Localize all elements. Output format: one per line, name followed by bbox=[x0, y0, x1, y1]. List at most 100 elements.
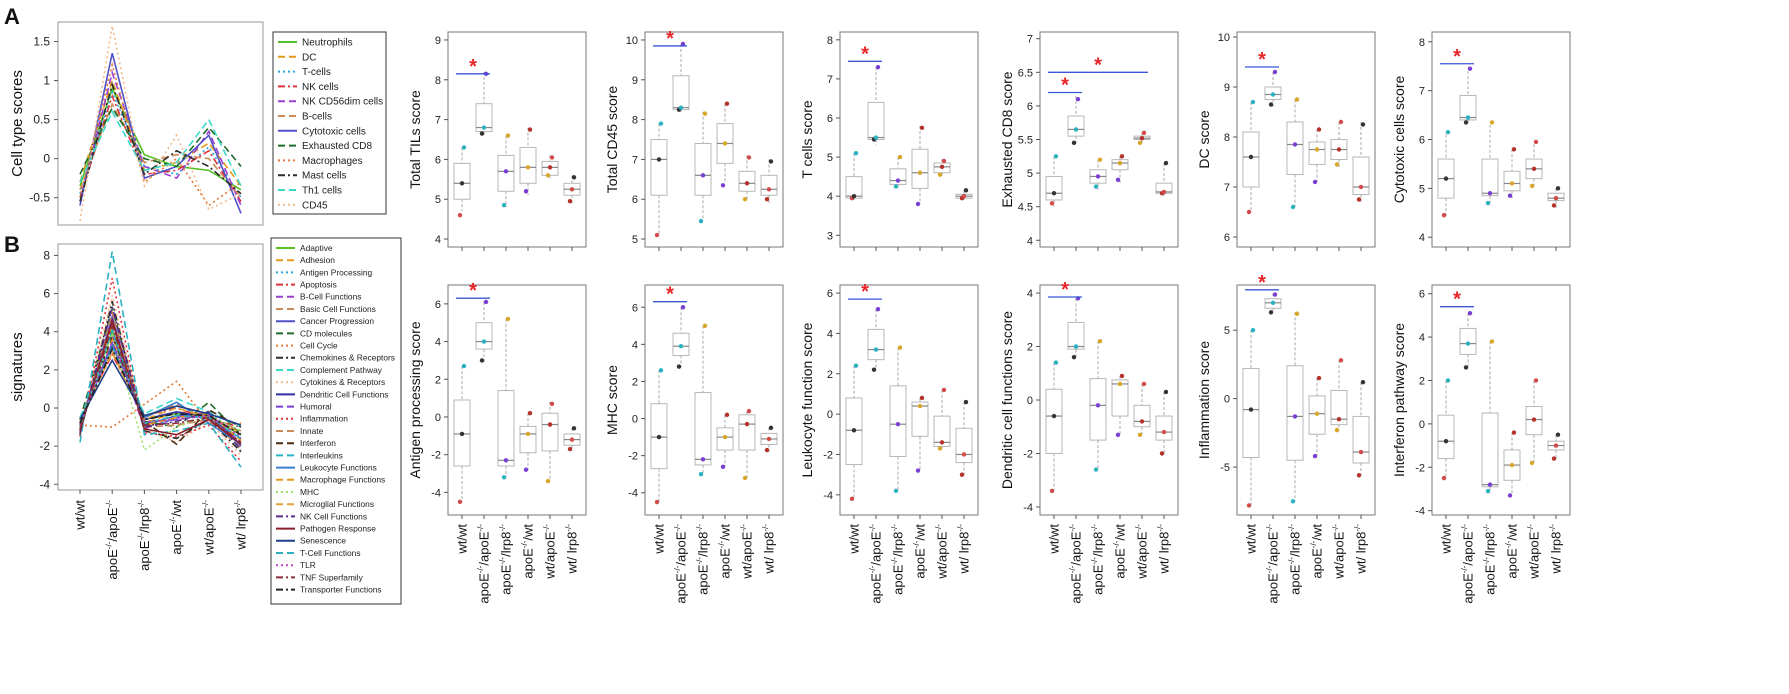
dc-ytick-label-0: 6 bbox=[1224, 232, 1230, 244]
inflammation-point-1-1 bbox=[1272, 292, 1278, 297]
interferon-point-3-0 bbox=[1507, 493, 1513, 498]
leukocyte-ytick-label-0: -4 bbox=[823, 490, 833, 502]
celltype-legend-label-7: Exhausted CD8 bbox=[302, 141, 372, 152]
dendritic-sig-star-0: * bbox=[1061, 279, 1069, 301]
antigen-box-4 bbox=[541, 412, 559, 452]
interferon-box-0 bbox=[1437, 414, 1455, 460]
cytotoxic-point-1-1 bbox=[1467, 66, 1473, 71]
inflammation-point-median-5 bbox=[1358, 449, 1364, 455]
tils-ytick-label-4: 8 bbox=[435, 75, 441, 87]
signatures-legend-label-24: Senescence bbox=[300, 536, 346, 546]
antigen-point-4-0 bbox=[545, 478, 551, 484]
antigen-xtick-2: apoE-/-/lrp8-/- bbox=[498, 524, 513, 595]
celltype-legend-label-10: Th1 cells bbox=[302, 186, 342, 197]
signatures-xtick-0-part-0: wt/wt bbox=[73, 500, 88, 531]
mhc-point-median-4 bbox=[744, 421, 750, 427]
inflammation-point-median-4 bbox=[1336, 416, 1342, 422]
tils-point-4-0 bbox=[545, 173, 551, 178]
interferon-ytick-label-2: 0 bbox=[1419, 419, 1425, 431]
interferon-point-0-1 bbox=[1445, 378, 1451, 383]
tcells-sig-star-0: * bbox=[861, 43, 869, 65]
signatures-xtick-3-part-2: /wt bbox=[169, 500, 184, 517]
antigen-xtick-4-part-1: -/- bbox=[542, 524, 551, 532]
cd45-box-0 bbox=[650, 139, 668, 196]
cd45-point-median-5 bbox=[766, 187, 772, 192]
dc-point-median-1 bbox=[1270, 92, 1276, 97]
signatures-legend-label-15: Innate bbox=[300, 426, 324, 436]
celltype-ytick-label-3: 1 bbox=[43, 74, 50, 88]
signatures-legend-label-26: TLR bbox=[300, 560, 316, 570]
leukocyte-xtick-4-part-1: -/- bbox=[934, 524, 943, 532]
mhc-sig-star-0: * bbox=[666, 284, 674, 306]
interferon-xtick-3-part-0: apoE bbox=[1505, 548, 1520, 579]
antigen-ytick-label-5: 6 bbox=[435, 299, 441, 311]
cytotoxic-point-median-0 bbox=[1443, 176, 1449, 181]
exhausted-box-1 bbox=[1067, 115, 1085, 137]
signatures-series-14 bbox=[79, 278, 242, 462]
antigen-xtick-5: wt/ lrp8-/- bbox=[564, 524, 579, 575]
signatures-xtick-1-part-1: -/- bbox=[104, 541, 113, 549]
leukocyte-ytick-label-3: 2 bbox=[827, 369, 833, 381]
dendritic-ytick-label-4: 4 bbox=[1027, 288, 1033, 300]
tcells-ytick-label-5: 8 bbox=[827, 35, 833, 47]
cytotoxic-point-5-0 bbox=[1551, 203, 1557, 208]
signatures-xtick-5: wt/ lrp8-/- bbox=[233, 500, 248, 551]
dendritic-xtick-0: wt/wt bbox=[1047, 524, 1062, 555]
mhc-xtick-5: wt/ lrp8-/- bbox=[761, 524, 776, 575]
tcells-point-4-0 bbox=[937, 172, 943, 177]
mhc-point-5-1 bbox=[768, 425, 774, 431]
dc-point-4-1 bbox=[1338, 119, 1344, 125]
inflammation-xtick-2-part-2: /lrp8 bbox=[1288, 532, 1303, 557]
tils-sig-star-0: * bbox=[469, 56, 477, 78]
mhc-point-median-1 bbox=[678, 344, 684, 349]
cytotoxic-box-1 bbox=[1459, 95, 1477, 121]
signatures-ytick-label-1: -2 bbox=[39, 439, 50, 453]
inflammation-xtick-0: wt/wt bbox=[1244, 524, 1259, 555]
tils-point-4-1 bbox=[549, 155, 555, 160]
dc-ytick-label-3: 9 bbox=[1224, 82, 1230, 94]
leukocyte-xtick-0-part-0: wt/wt bbox=[847, 524, 862, 555]
antigen-xtick-1: apoE-/-/apoE-/- bbox=[476, 524, 491, 604]
antigen-point-0-0 bbox=[457, 499, 463, 505]
inflammation-point-0-1 bbox=[1250, 327, 1256, 333]
inflammation-point-4-1 bbox=[1338, 358, 1344, 363]
antigen-point-median-3 bbox=[525, 431, 531, 437]
panel-label-b: B bbox=[4, 232, 20, 257]
tils-point-5-1 bbox=[571, 175, 577, 180]
inflammation-xtick-4-part-0: wt/apoE bbox=[1332, 531, 1347, 579]
antigen-xtick-3-part-0: apoE bbox=[521, 548, 536, 579]
dc-ylabel: DC score bbox=[1196, 110, 1212, 169]
tils-point-median-1 bbox=[481, 125, 487, 130]
cd45-point-0-0 bbox=[654, 232, 660, 238]
dendritic-xtick-5-part-0: wt/ lrp8 bbox=[1157, 532, 1172, 575]
signatures-xtick-2-part-2: /lrp8 bbox=[137, 508, 152, 533]
mhc-xtick-1-part-2: /apoE bbox=[674, 531, 689, 565]
exhausted-ytick-label-0: 4 bbox=[1027, 235, 1033, 247]
leukocyte-xtick-2-part-0: apoE bbox=[891, 564, 906, 595]
mhc-xtick-1: apoE-/-/apoE-/- bbox=[673, 524, 688, 604]
leukocyte-point-2-1 bbox=[897, 345, 903, 350]
inflammation-xtick-1-part-1: -/- bbox=[1265, 565, 1274, 573]
exhausted-point-3-0 bbox=[1115, 177, 1121, 183]
cytotoxic-point-median-5 bbox=[1553, 195, 1559, 201]
dendritic-ytick-label-0: -4 bbox=[1023, 502, 1033, 514]
box-chart-tcells: 3 4 5 6 7 8 T cells score * bbox=[799, 31, 979, 251]
mhc-xtick-2-part-1: -/- bbox=[695, 557, 704, 565]
mhc-xtick-0-part-0: wt/wt bbox=[652, 524, 667, 555]
box-chart-cytotoxic: 4 5 6 7 8 Cytotoxic cells score * bbox=[1391, 31, 1571, 251]
dendritic-xtick-4-part-1: -/- bbox=[1134, 524, 1143, 532]
mhc-xtick-4: wt/apoE-/- bbox=[739, 524, 754, 580]
interferon-point-median-3 bbox=[1509, 462, 1515, 468]
dendritic-point-3-1 bbox=[1119, 373, 1125, 379]
mhc-point-0-1 bbox=[658, 368, 664, 373]
antigen-point-median-0 bbox=[459, 431, 465, 437]
antigen-point-2-1 bbox=[505, 316, 511, 322]
leukocyte-point-median-0 bbox=[851, 428, 857, 433]
cd45-box-5 bbox=[760, 174, 778, 196]
tcells-ylabel: T cells score bbox=[799, 100, 815, 179]
mhc-xtick-4-part-0: wt/apoE bbox=[740, 531, 755, 579]
inflammation-xtick-4: wt/apoE-/- bbox=[1331, 524, 1346, 580]
inflammation-point-median-2 bbox=[1292, 414, 1298, 419]
mhc-xtick-2-part-0: apoE bbox=[696, 564, 711, 595]
inflammation-box-4 bbox=[1330, 389, 1348, 426]
